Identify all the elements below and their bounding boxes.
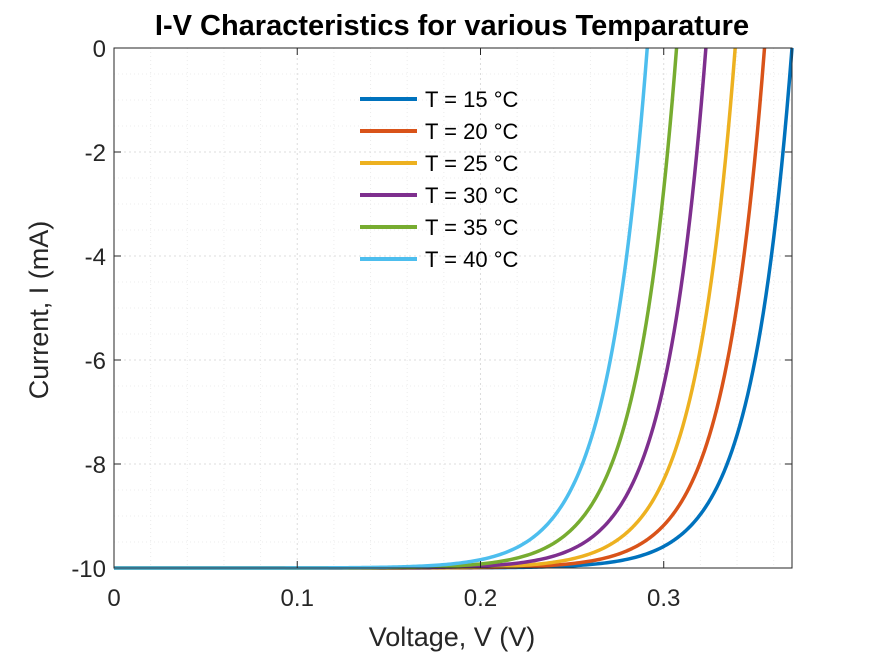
y-tick-label: 0: [93, 36, 106, 63]
x-tick-labels: 0 0.1 0.2 0.3: [107, 585, 680, 612]
tick-marks: [113, 47, 792, 569]
legend-entry: T = 30 °C: [360, 183, 518, 208]
series-line: [114, 47, 649, 570]
legend-entry: T = 20 °C: [360, 119, 518, 144]
x-axis-label: Voltage, V (V): [369, 622, 536, 652]
axes-box: [113, 47, 793, 569]
x-tick-label: 0: [107, 585, 120, 612]
legend-label: T = 35 °C: [425, 215, 518, 240]
legend-label: T = 40 °C: [425, 247, 518, 272]
legend-label: T = 15 °C: [425, 87, 518, 112]
legend-entry: T = 35 °C: [360, 215, 518, 240]
y-tick-label: -2: [85, 140, 106, 167]
y-tick-label: -10: [71, 556, 106, 583]
y-tick-label: -4: [85, 244, 106, 271]
legend-label: T = 30 °C: [425, 183, 518, 208]
y-tick-labels: 0 -2 -4 -6 -8 -10: [71, 36, 106, 583]
legend: T = 15 °C T = 20 °C T = 25 °C T = 30 °C …: [360, 87, 518, 272]
y-tick-label: -6: [85, 348, 106, 375]
chart-title: I-V Characteristics for various Temparat…: [155, 10, 749, 42]
x-tick-label: 0.3: [647, 585, 680, 612]
legend-label: T = 20 °C: [425, 119, 518, 144]
y-tick-label: -8: [85, 452, 106, 479]
x-tick-label: 0.2: [464, 585, 497, 612]
y-axis-label: Current, I (mA): [24, 221, 54, 400]
legend-entry: T = 25 °C: [360, 151, 518, 176]
x-tick-label: 0.1: [281, 585, 314, 612]
legend-label: T = 25 °C: [425, 151, 518, 176]
legend-entry: T = 40 °C: [360, 247, 518, 272]
legend-entry: T = 15 °C: [360, 87, 518, 112]
